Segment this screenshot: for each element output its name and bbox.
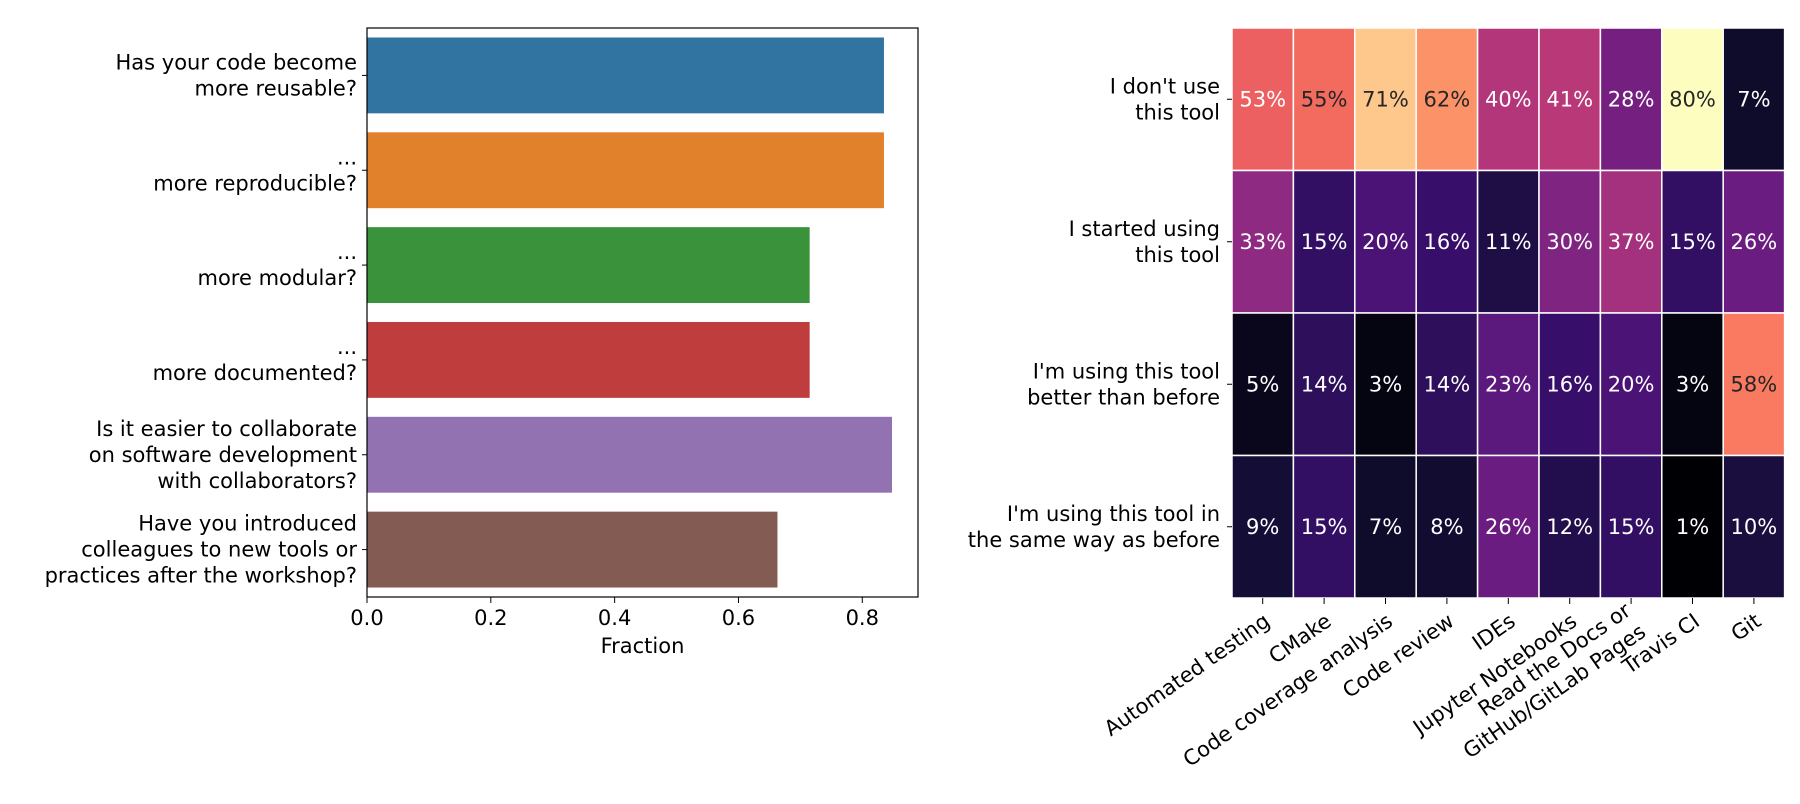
cell-label: 5% <box>1246 372 1279 396</box>
heatmap-cell <box>1722 27 1786 172</box>
cell-label: 16% <box>1546 372 1593 396</box>
cell-label: 10% <box>1731 515 1778 539</box>
heatmap-cell <box>1538 169 1602 314</box>
y-tick-label: Has your code become <box>115 50 357 74</box>
heatmap-cell <box>1599 169 1663 314</box>
row-label: better than before <box>1027 385 1220 409</box>
x-tick-label: 0.6 <box>722 606 755 630</box>
cell-label: 26% <box>1731 230 1778 254</box>
cell-label: 26% <box>1485 515 1532 539</box>
cell-label: 62% <box>1424 87 1471 111</box>
cell-label: 11% <box>1485 230 1532 254</box>
row-label: the same way as before <box>968 528 1220 552</box>
x-axis-label: Fraction <box>601 634 685 658</box>
y-tick-label: more documented? <box>153 361 357 385</box>
heatmap-cell <box>1538 312 1602 457</box>
cell-label: 28% <box>1608 87 1655 111</box>
y-tick-label: ... <box>337 335 357 359</box>
heatmap-cell <box>1538 27 1602 172</box>
column-label: Git <box>1727 609 1766 646</box>
heatmap-cell <box>1292 169 1356 314</box>
column-label-group: Git <box>1727 609 1766 646</box>
y-tick-label: colleagues to new tools or <box>81 538 357 562</box>
row-label: I'm using this tool in <box>1007 502 1220 526</box>
cell-label: 3% <box>1369 372 1402 396</box>
y-tick-label: more reusable? <box>194 76 357 100</box>
bar <box>367 37 884 114</box>
cell-label: 14% <box>1424 372 1471 396</box>
cell-label: 7% <box>1369 515 1402 539</box>
y-tick-label: ... <box>337 240 357 264</box>
cell-label: 15% <box>1669 230 1716 254</box>
row-label: this tool <box>1135 100 1220 124</box>
heatmap-cell <box>1415 454 1479 599</box>
y-tick-label: more modular? <box>198 266 358 290</box>
heatmap-cell <box>1661 169 1724 314</box>
cell-label: 15% <box>1301 515 1348 539</box>
cell-label: 9% <box>1246 515 1279 539</box>
cell-label: 37% <box>1608 230 1655 254</box>
y-tick-label: on software development <box>89 443 357 467</box>
cell-label: 20% <box>1362 230 1409 254</box>
cell-label: 8% <box>1430 515 1463 539</box>
cell-label: 71% <box>1362 87 1409 111</box>
bar <box>367 321 810 398</box>
heatmap-cell <box>1722 169 1786 314</box>
y-tick-label: Is it easier to collaborate <box>96 417 357 441</box>
x-tick-label: 0.0 <box>350 606 383 630</box>
heatmap-cell <box>1661 312 1724 457</box>
y-tick-label: practices after the workshop? <box>45 564 357 588</box>
cell-label: 40% <box>1485 87 1532 111</box>
heatmap-cell <box>1599 27 1663 172</box>
cell-label: 20% <box>1608 372 1655 396</box>
row-label: I don't use <box>1110 74 1220 98</box>
cell-label: 7% <box>1737 87 1770 111</box>
cell-label: 14% <box>1301 372 1348 396</box>
cell-label: 80% <box>1669 87 1716 111</box>
row-label: I'm using this tool <box>1033 359 1220 383</box>
heatmap-cell <box>1599 454 1663 599</box>
heatmap-cell <box>1538 454 1602 599</box>
plot-frame <box>366 27 919 598</box>
y-tick-label: ... <box>337 145 357 169</box>
x-tick-label: 0.4 <box>598 606 631 630</box>
heatmap-cell <box>1476 454 1540 599</box>
y-tick-label: with collaborators? <box>157 469 357 493</box>
cell-label: 23% <box>1485 372 1532 396</box>
bar <box>367 227 810 304</box>
x-tick-label: 0.8 <box>846 606 879 630</box>
cell-label: 33% <box>1239 230 1286 254</box>
heatmap-cell <box>1599 312 1663 457</box>
heatmap-cell <box>1476 27 1540 172</box>
cell-label: 55% <box>1301 87 1348 111</box>
cell-label: 3% <box>1676 372 1709 396</box>
cell-label: 41% <box>1546 87 1593 111</box>
heatmap-chart: 53% 55% 71% 62% 40% 41% 28% 80% 7% 33% 15% 20% 16% 11… <box>968 27 1786 772</box>
bar <box>367 511 778 588</box>
cell-label: 15% <box>1608 515 1655 539</box>
bar <box>367 132 884 209</box>
y-tick-label: Have you introduced <box>138 512 357 536</box>
cell-label: 12% <box>1546 515 1593 539</box>
heatmap-cell <box>1231 169 1295 314</box>
cell-label: 30% <box>1546 230 1593 254</box>
bar <box>367 416 892 493</box>
cell-label: 53% <box>1239 87 1286 111</box>
cell-label: 16% <box>1424 230 1471 254</box>
y-tick-label: more reproducible? <box>153 171 357 195</box>
cell-label: 58% <box>1731 372 1778 396</box>
heatmap-cell <box>1415 169 1479 314</box>
row-label: I started using <box>1069 217 1220 241</box>
cell-label: 1% <box>1676 515 1709 539</box>
heatmap-cell <box>1415 312 1479 457</box>
x-tick-label: 0.2 <box>474 606 507 630</box>
heatmap-cell <box>1476 169 1540 314</box>
cell-label: 15% <box>1301 230 1348 254</box>
row-label: this tool <box>1135 243 1220 267</box>
